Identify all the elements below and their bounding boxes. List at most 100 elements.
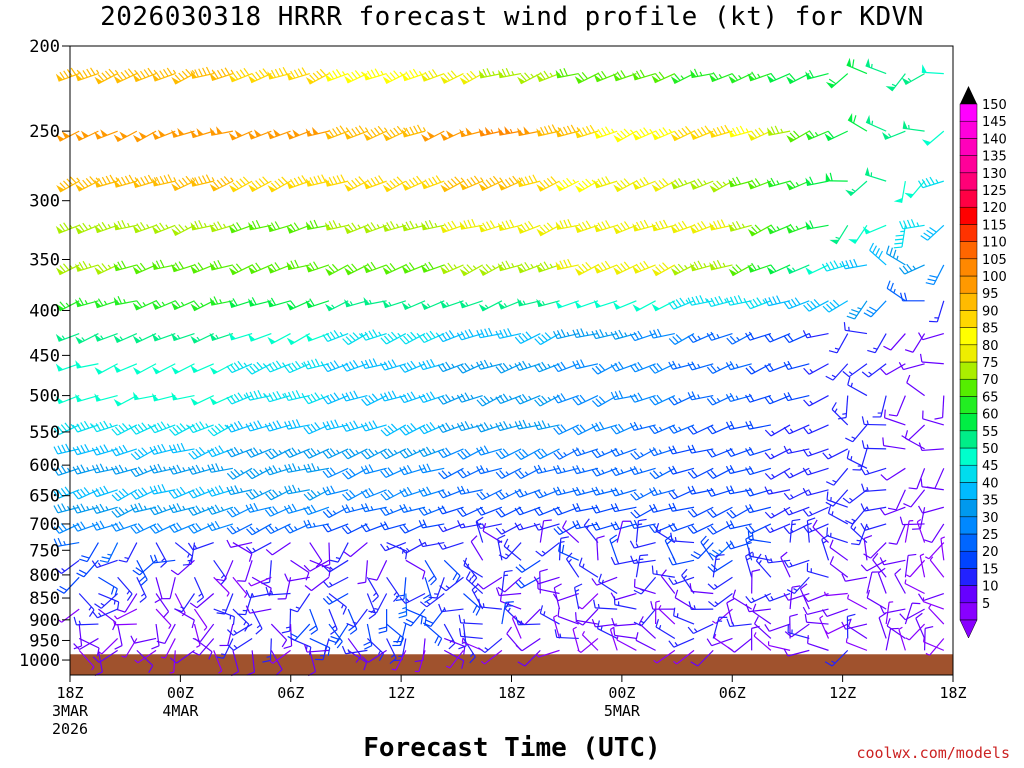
wind-barb [264, 420, 291, 432]
wind-barb [323, 559, 349, 573]
wind-barb [53, 465, 80, 476]
wind-barb [232, 542, 253, 562]
wind-barb [689, 220, 714, 234]
wind-barb [668, 637, 695, 648]
wind-barb [860, 467, 887, 476]
wind-barb [290, 637, 312, 656]
wind-barb [610, 447, 637, 457]
wind-barb [209, 67, 234, 82]
wind-barb [929, 556, 945, 578]
wind-barb [237, 560, 253, 582]
wind-barb [136, 577, 147, 603]
wind-barb [247, 262, 272, 275]
wind-barb [574, 220, 599, 234]
wind-barb [149, 463, 176, 474]
wind-barb [171, 392, 195, 401]
wind-barb [324, 174, 349, 187]
wind-barb [94, 393, 118, 402]
wind-barb [458, 628, 483, 640]
wind-barb [457, 467, 483, 479]
wind-barb [578, 593, 599, 610]
wind-barb [161, 638, 176, 659]
wind-barb [668, 465, 695, 475]
wind-barb [284, 463, 310, 473]
wind-barb [366, 576, 379, 603]
wind-barb [899, 516, 925, 526]
wind-barb [904, 430, 925, 450]
wind-barb [130, 635, 157, 644]
wind-barb [885, 73, 906, 92]
wind-barb [514, 331, 541, 344]
wind-barb [651, 71, 676, 84]
wind-barb [368, 593, 388, 614]
wind-barb [829, 556, 849, 578]
wind-barb [499, 593, 522, 610]
wind-barb [303, 392, 330, 405]
wind-barb [248, 176, 272, 193]
wind-barb [745, 466, 772, 476]
y-tick-label: 650 [29, 487, 60, 507]
wind-barb [322, 485, 349, 496]
wind-barb [805, 264, 829, 275]
wind-barb [155, 608, 172, 630]
wind-barb [726, 295, 752, 306]
wind-barb [511, 615, 522, 639]
colorbar-segment [959, 533, 978, 552]
wind-barb [378, 609, 388, 634]
wind-barb [363, 125, 388, 141]
wind-barb [382, 299, 407, 309]
y-tick-label: 400 [29, 301, 60, 321]
wind-barb [821, 534, 830, 561]
wind-barb [465, 571, 484, 594]
wind-barb [443, 649, 465, 669]
wind-barb [171, 300, 195, 311]
wind-barb [766, 72, 791, 83]
colorbar-segment [959, 482, 978, 500]
wind-barb [324, 69, 349, 82]
wind-barb [745, 551, 754, 578]
wind-barb [904, 180, 926, 199]
wind-barb [687, 295, 714, 306]
wind-barb [401, 175, 426, 191]
wind-barb [872, 553, 887, 578]
wind-barb [632, 300, 656, 312]
wind-barb [593, 260, 618, 274]
wind-barb [536, 124, 561, 137]
wind-barb [822, 448, 849, 460]
wind-barb [366, 593, 377, 620]
wind-barb [149, 554, 176, 564]
wind-barb [418, 391, 445, 404]
colorbar-label: 70 [982, 373, 999, 388]
wind-barb [863, 300, 887, 318]
wind-barb [228, 222, 253, 234]
wind-barb [920, 224, 945, 241]
wind-barb [324, 125, 350, 140]
wind-barb [219, 623, 234, 647]
wind-barb [553, 448, 580, 460]
wind-barb [630, 489, 656, 501]
wind-barb [689, 125, 714, 140]
wind-barb [668, 424, 695, 434]
wind-barb [226, 523, 253, 535]
wind-barb [681, 568, 695, 594]
wind-barb [457, 448, 483, 460]
wind-barb [98, 592, 120, 611]
wind-barb [322, 392, 349, 405]
wind-barb [610, 487, 637, 497]
wind-barb [553, 424, 580, 435]
wind-barb [171, 261, 195, 273]
wind-barb [517, 126, 541, 137]
wind-barb [863, 542, 887, 559]
wind-barb [751, 625, 760, 651]
wind-barb [152, 259, 176, 271]
wind-barb [745, 504, 772, 514]
wind-barb [555, 124, 580, 138]
wind-barb [443, 623, 456, 650]
wind-barb [764, 395, 791, 405]
wind-barb [151, 393, 176, 402]
wind-barb [610, 329, 637, 340]
wind-barb [877, 567, 887, 594]
wind-barb [572, 503, 599, 513]
wind-barb [707, 467, 733, 479]
